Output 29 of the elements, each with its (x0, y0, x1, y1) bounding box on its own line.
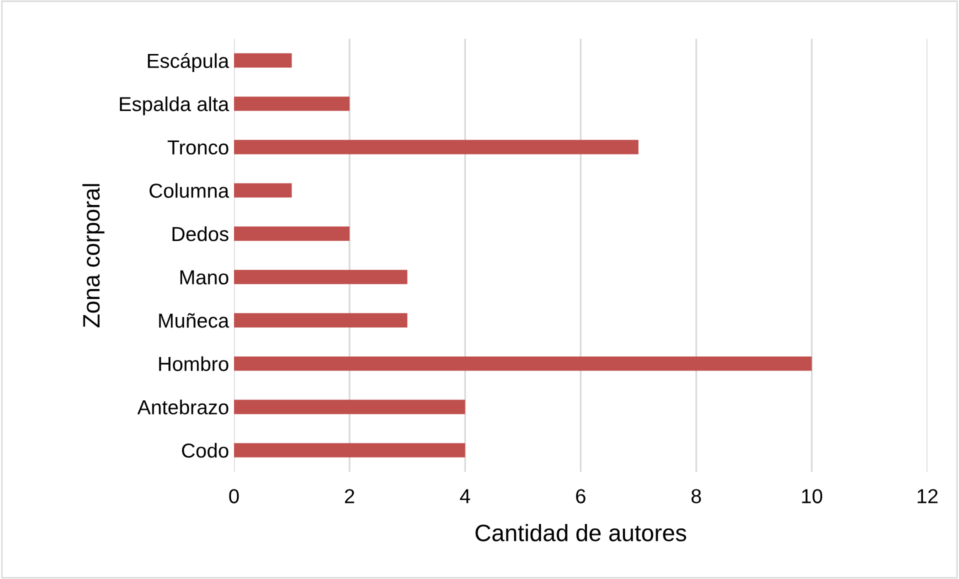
y-tick-label: Tronco (168, 140, 228, 155)
y-tick-label: Columna (150, 183, 230, 198)
bar (234, 53, 292, 68)
bar (234, 270, 408, 284)
y-tick-label: Dedos (172, 226, 228, 242)
bar (234, 443, 466, 458)
bar (234, 313, 408, 328)
x-tick-label: 0 (229, 489, 239, 504)
x-axis-title: Cantidad de autores (476, 524, 686, 542)
x-tick-label: 8 (692, 489, 701, 504)
bar (234, 400, 466, 414)
bar (234, 356, 812, 371)
x-tick-label: 2 (344, 489, 354, 504)
x-tick-label: 6 (576, 489, 586, 504)
y-tick-label: Espalda alta (120, 96, 230, 116)
y-tick-label: Antebrazo (137, 400, 228, 414)
bar (234, 183, 292, 198)
y-tick-label: Codo (182, 442, 228, 458)
x-tick-label: 12 (918, 489, 938, 504)
y-tick-label: Muñeca (159, 313, 230, 328)
bar (234, 226, 350, 241)
y-tick-label: Mano (180, 270, 228, 284)
bar (234, 96, 350, 111)
bar (234, 140, 638, 154)
y-tick-label: Escápula (148, 53, 230, 72)
x-tick-label: 10 (802, 489, 822, 504)
y-tick-label: Hombro (159, 356, 228, 372)
y-axis-title: Zona corporal (82, 184, 104, 328)
x-tick-label: 4 (460, 489, 470, 504)
